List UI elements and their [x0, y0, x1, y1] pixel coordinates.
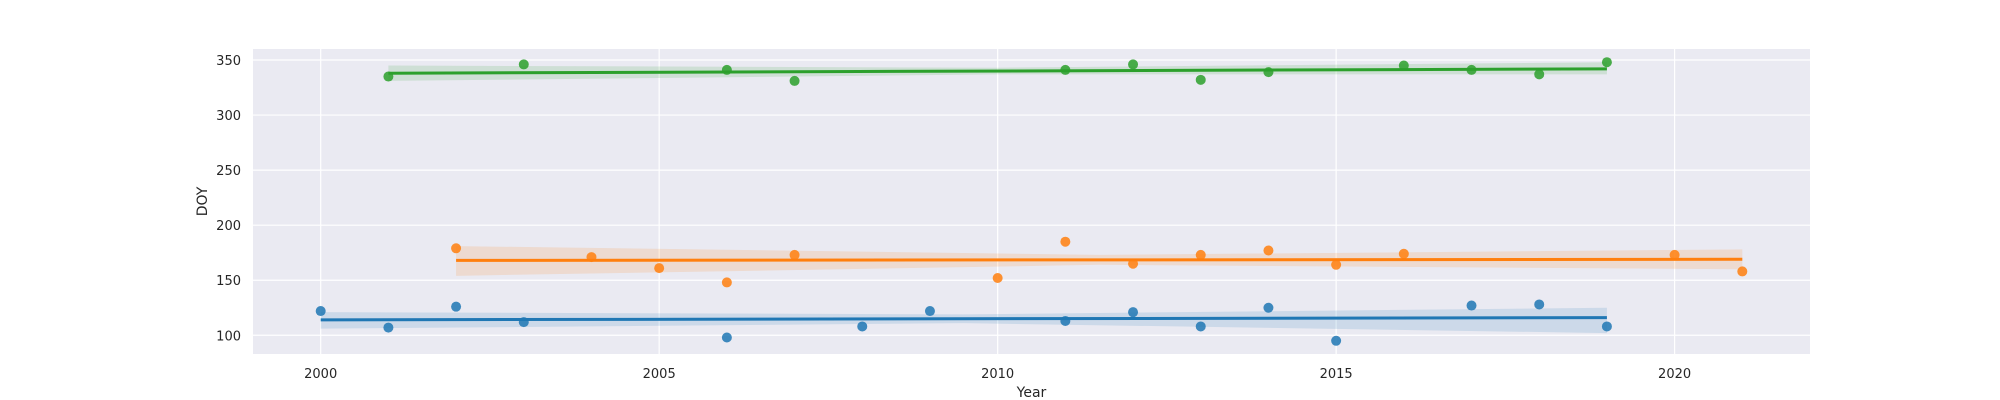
x-tick-label: 2010 [981, 367, 1014, 382]
data-point [383, 71, 394, 82]
confidence-band-1 [320, 307, 1607, 334]
grid [253, 49, 1810, 354]
x-tick-labels: 2000 2005 2010 2015 2020 [304, 367, 1691, 382]
data-points [315, 57, 1748, 346]
data-point [924, 306, 935, 317]
data-point [1398, 60, 1409, 71]
data-point [721, 332, 732, 343]
data-point [1263, 302, 1274, 313]
data-point [1737, 266, 1748, 277]
data-point [1195, 321, 1206, 332]
data-point [1060, 64, 1071, 75]
data-point [654, 263, 665, 274]
x-tick-label: 2000 [304, 367, 337, 382]
y-tick-label: 350 [216, 54, 241, 69]
x-axis-label: Year [1016, 385, 1047, 400]
data-point [1534, 69, 1545, 80]
data-point [451, 301, 462, 312]
data-point [1195, 74, 1206, 85]
data-point [1601, 57, 1612, 68]
data-point [1195, 249, 1206, 260]
y-tick-label: 300 [216, 109, 241, 124]
x-tick-label: 2005 [643, 367, 676, 382]
data-point [1669, 249, 1680, 260]
data-point [1060, 236, 1071, 247]
y-tick-labels: 100 150 200 250 300 350 [216, 54, 241, 344]
data-point [1128, 258, 1139, 269]
regression-line-1 [320, 316, 1607, 322]
y-axis-label: DOY [195, 186, 211, 216]
x-tick-label: 2015 [1320, 367, 1353, 382]
data-point [315, 306, 326, 317]
data-point [451, 243, 462, 254]
data-point [721, 64, 732, 75]
data-point [1466, 64, 1477, 75]
data-point [992, 273, 1003, 284]
data-point [1263, 245, 1274, 256]
y-tick-label: 150 [216, 274, 241, 289]
data-point [1128, 59, 1139, 70]
data-point [1398, 248, 1409, 259]
y-tick-label: 250 [216, 164, 241, 179]
data-point [857, 321, 868, 332]
data-point [789, 75, 800, 86]
data-point [1601, 321, 1612, 332]
data-point [1534, 299, 1545, 310]
y-tick-label: 100 [216, 329, 241, 344]
data-point [1331, 335, 1342, 346]
data-point [789, 249, 800, 260]
data-point [1128, 307, 1139, 318]
data-point [383, 322, 394, 333]
plot-background [253, 49, 1810, 354]
regression-line-2 [456, 257, 1743, 262]
data-point [1263, 67, 1274, 78]
data-point [586, 252, 597, 263]
y-tick-label: 200 [216, 219, 241, 234]
data-point [518, 59, 529, 70]
data-point [1331, 259, 1342, 270]
data-point [1060, 315, 1071, 326]
data-point [721, 277, 732, 288]
x-tick-label: 2020 [1658, 367, 1691, 382]
data-point [1466, 300, 1477, 311]
data-point [518, 317, 529, 328]
